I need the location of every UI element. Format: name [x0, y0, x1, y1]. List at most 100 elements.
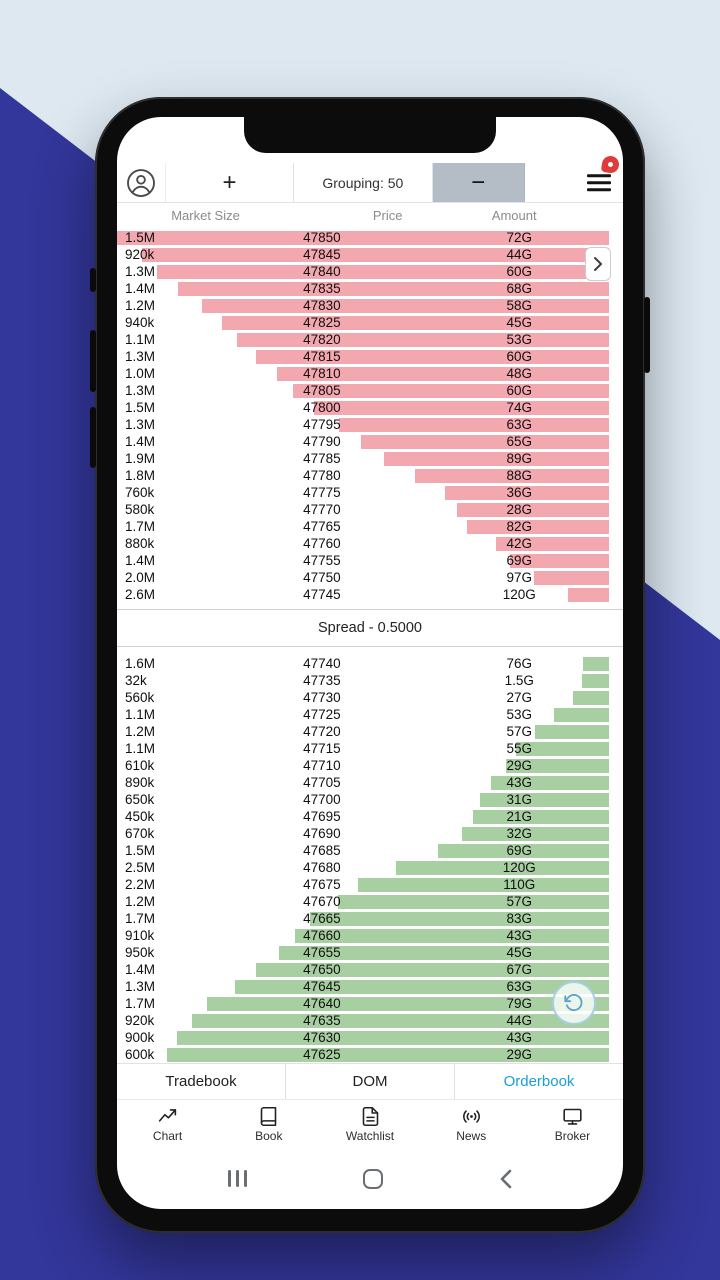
ask-row[interactable]: 920k 47845 44G [117, 246, 623, 263]
bid-amount: 29G [506, 758, 533, 773]
bid-price: 47715 [303, 741, 341, 756]
bid-row[interactable]: 1.7M 47665 83G [117, 910, 623, 927]
bid-size: 450k [125, 809, 155, 824]
bid-amount: 76G [506, 656, 533, 671]
bid-row[interactable]: 1.7M 47640 79G [117, 995, 623, 1012]
ask-price: 47760 [303, 536, 341, 551]
bid-depth-bar [582, 656, 609, 671]
bid-row[interactable]: 1.4M 47650 67G [117, 961, 623, 978]
ask-row[interactable]: 1.3M 47795 63G [117, 416, 623, 433]
ask-row[interactable]: 1.4M 47835 68G [117, 280, 623, 297]
bid-depth-bar [338, 894, 609, 909]
bid-amount: 69G [506, 843, 533, 858]
nav-item-broker[interactable]: Broker [522, 1100, 623, 1148]
column-header-amount: Amount [491, 208, 537, 223]
ask-price: 47815 [303, 349, 341, 364]
bid-price: 47650 [303, 962, 341, 977]
bid-row[interactable]: 890k 47705 43G [117, 774, 623, 791]
book-icon [261, 1106, 277, 1126]
ask-row[interactable]: 1.5M 47800 74G [117, 399, 623, 416]
bid-row[interactable]: 650k 47700 31G [117, 791, 623, 808]
ask-row[interactable]: 1.9M 47785 89G [117, 450, 623, 467]
bid-row[interactable]: 1.1M 47715 55G [117, 740, 623, 757]
ask-depth-bar [292, 383, 609, 398]
ask-row[interactable]: 1.2M 47830 58G [117, 297, 623, 314]
bid-row[interactable]: 1.1M 47725 53G [117, 706, 623, 723]
ask-amount: 44G [506, 247, 533, 262]
ask-row[interactable]: 580k 47770 28G [117, 501, 623, 518]
tab-dom[interactable]: DOM [286, 1064, 455, 1099]
ask-depth-bar [237, 332, 609, 347]
ask-depth-bar [567, 587, 609, 602]
bid-row[interactable]: 920k 47635 44G [117, 1012, 623, 1029]
ask-amount: 120G [502, 587, 536, 602]
ask-row[interactable]: 1.3M 47815 60G [117, 348, 623, 365]
ask-row[interactable]: 1.1M 47820 53G [117, 331, 623, 348]
bid-price: 47655 [303, 945, 341, 960]
bid-size: 670k [125, 826, 155, 841]
ask-row[interactable]: 1.5M 47850 72G [117, 229, 623, 246]
ask-row[interactable]: 1.0M 47810 48G [117, 365, 623, 382]
ask-depth-bar [276, 366, 609, 381]
refresh-button[interactable] [552, 981, 596, 1025]
bid-price: 47640 [303, 996, 341, 1011]
ask-price: 47810 [303, 366, 341, 381]
bid-row[interactable]: 1.5M 47685 69G [117, 842, 623, 859]
bid-price: 47645 [303, 979, 341, 994]
bid-price: 47705 [303, 775, 341, 790]
home-button[interactable] [363, 1168, 383, 1189]
ask-row[interactable]: 2.6M 47745 120G [117, 586, 623, 603]
bid-amount: 63G [506, 979, 533, 994]
ask-row[interactable]: 1.3M 47805 60G [117, 382, 623, 399]
bid-row[interactable]: 950k 47655 45G [117, 944, 623, 961]
bid-amount: 27G [506, 690, 533, 705]
bid-row[interactable]: 1.2M 47670 57G [117, 893, 623, 910]
ask-row[interactable]: 1.3M 47840 60G [117, 263, 623, 280]
nav-item-watchlist[interactable]: Watchlist [319, 1100, 420, 1148]
ask-row[interactable]: 1.4M 47790 65G [117, 433, 623, 450]
back-button[interactable] [499, 1169, 512, 1189]
grouping-decrease-button[interactable]: − [432, 163, 525, 202]
grouping-increase-button[interactable]: + [165, 163, 294, 202]
bid-row[interactable]: 910k 47660 43G [117, 927, 623, 944]
bid-row[interactable]: 900k 47630 43G [117, 1029, 623, 1046]
bid-amount: 67G [506, 962, 533, 977]
bid-amount: 120G [502, 860, 536, 875]
recents-button[interactable] [228, 1170, 247, 1187]
bid-row[interactable]: 560k 47730 27G [117, 689, 623, 706]
ask-row[interactable]: 1.7M 47765 82G [117, 518, 623, 535]
ask-row[interactable]: 940k 47825 45G [117, 314, 623, 331]
ask-size: 580k [125, 502, 155, 517]
tab-orderbook[interactable]: Orderbook [455, 1064, 623, 1099]
nav-item-chart[interactable]: Chart [117, 1100, 218, 1148]
refresh-icon [564, 994, 583, 1012]
next-page-button[interactable] [585, 247, 611, 281]
tab-tradebook[interactable]: Tradebook [117, 1064, 286, 1099]
bid-row[interactable]: 2.5M 47680 120G [117, 859, 623, 876]
bid-row[interactable]: 1.3M 47645 63G [117, 978, 623, 995]
ask-depth-bar [117, 230, 609, 245]
ask-row[interactable]: 1.8M 47780 88G [117, 467, 623, 484]
nav-item-book[interactable]: Book [218, 1100, 319, 1148]
ask-row[interactable]: 880k 47760 42G [117, 535, 623, 552]
bid-depth-bar [582, 673, 609, 688]
grouping-label: Grouping: 50 [322, 174, 404, 191]
ask-row[interactable]: 2.0M 47750 97G [117, 569, 623, 586]
menu-button[interactable] [587, 173, 611, 192]
bid-row[interactable]: 610k 47710 29G [117, 757, 623, 774]
profile-button[interactable] [117, 163, 165, 202]
column-header-price: Price [372, 208, 403, 223]
bid-row[interactable]: 1.2M 47720 57G [117, 723, 623, 740]
bid-row[interactable]: 600k 47625 29G [117, 1046, 623, 1063]
bid-row[interactable]: 1.6M 47740 76G [117, 655, 623, 672]
bid-row[interactable]: 670k 47690 32G [117, 825, 623, 842]
bid-row[interactable]: 450k 47695 21G [117, 808, 623, 825]
bid-size: 920k [125, 1013, 155, 1028]
ask-row[interactable]: 1.4M 47755 69G [117, 552, 623, 569]
nav-item-news[interactable]: News [421, 1100, 522, 1148]
ask-size: 1.3M [125, 417, 156, 432]
bid-depth-bar [191, 1013, 609, 1028]
bid-row[interactable]: 2.2M 47675 110G [117, 876, 623, 893]
bid-row[interactable]: 32k 47735 1.5G [117, 672, 623, 689]
ask-row[interactable]: 760k 47775 36G [117, 484, 623, 501]
